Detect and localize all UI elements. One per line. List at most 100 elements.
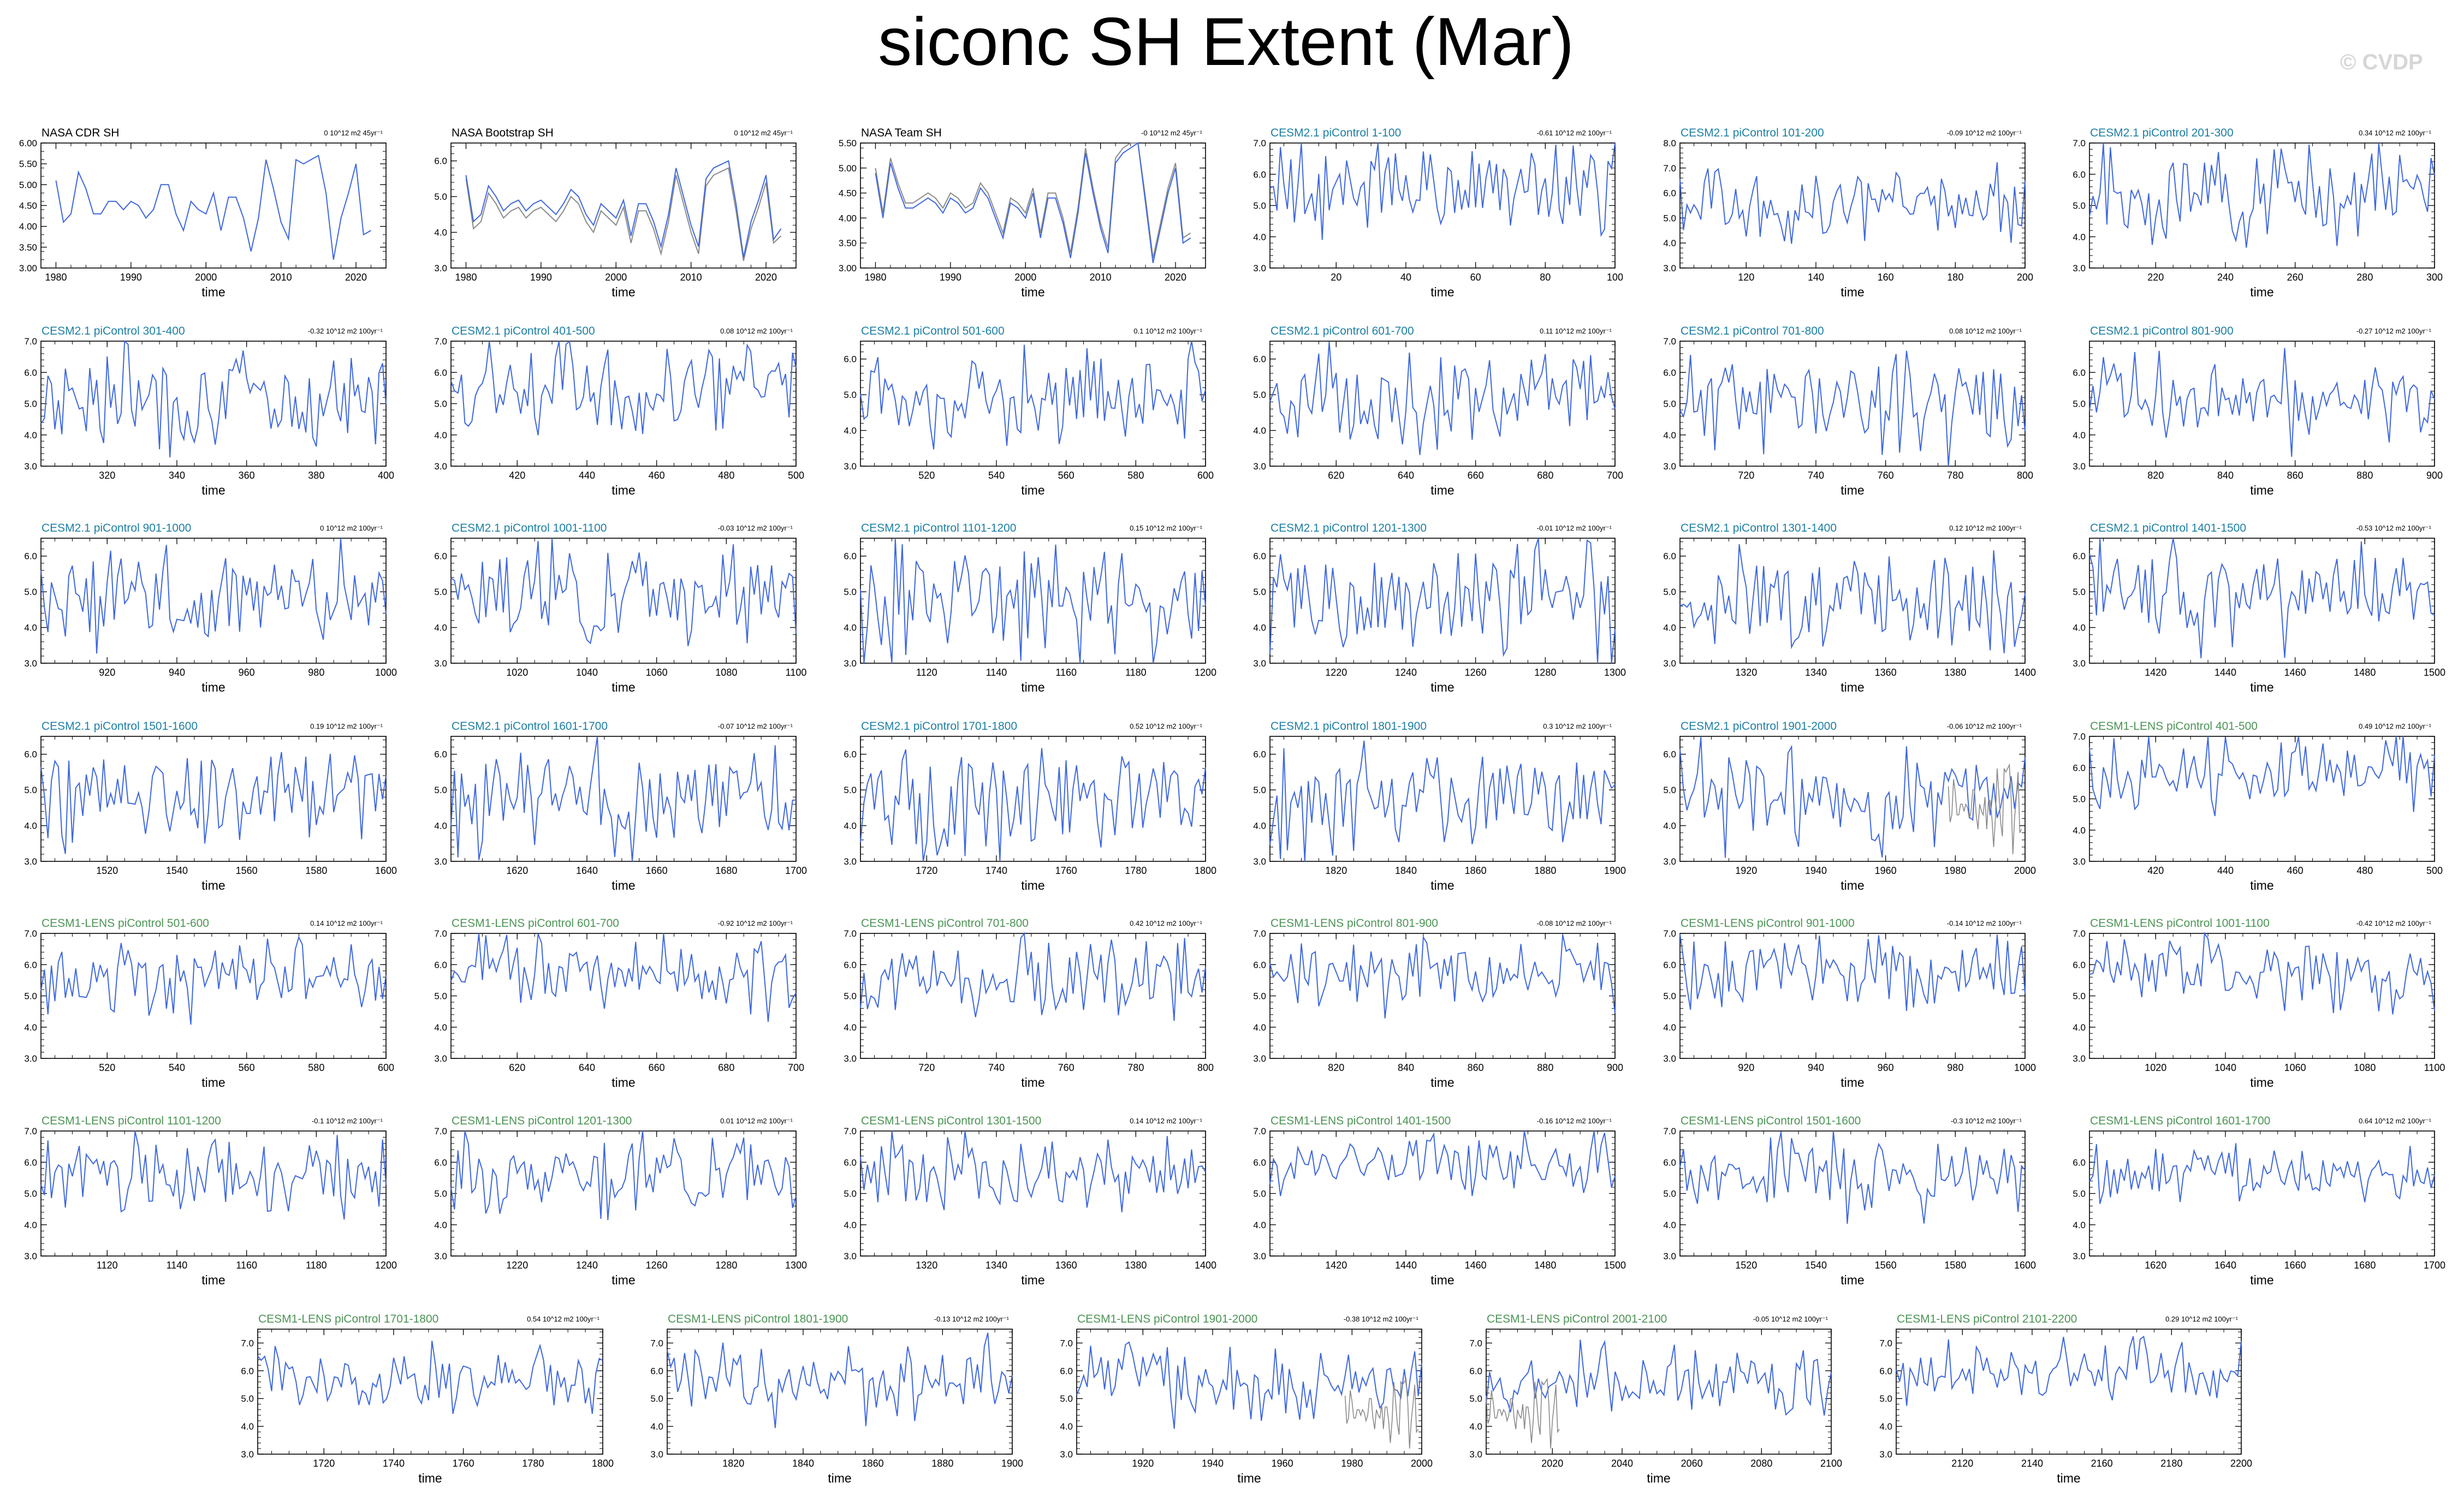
- panel-title: CESM2.1 piControl 201-300: [2090, 127, 2234, 139]
- y-tick-label: 7.0: [241, 1338, 254, 1348]
- series-line: [1679, 544, 2026, 653]
- x-tick-label: 1560: [236, 865, 258, 876]
- series-line: [2089, 1143, 2435, 1204]
- x-tick-label: 540: [169, 1062, 185, 1073]
- x-tick-label: 1540: [166, 865, 188, 876]
- y-tick-label: 7.0: [24, 928, 37, 939]
- x-axis-label: time: [611, 285, 635, 299]
- trend-label: 0.52 10^12 m2 100yr⁻¹: [1130, 722, 1203, 730]
- panel: CESM2.1 piControl 301-400 -0.32 10^12 m2 …: [24, 325, 394, 497]
- y-tick-label: 5.0: [2073, 1189, 2086, 1199]
- y-tick-label: 3.0: [434, 461, 447, 472]
- x-tick-label: 1660: [646, 865, 668, 876]
- y-tick-label: 3.0: [1469, 1449, 1482, 1460]
- x-tick-label: 980: [1947, 1062, 1963, 1073]
- panel-title: CESM2.1 piControl 1-100: [1270, 127, 1401, 139]
- x-tick-label: 1340: [985, 1260, 1007, 1271]
- trend-label: 0.54 10^12 m2 100yr⁻¹: [527, 1315, 600, 1323]
- trend-label: -0.3 10^12 m2 100yr⁻¹: [1951, 1117, 2022, 1125]
- x-tick-label: 1680: [715, 865, 737, 876]
- y-tick-label: 4.0: [434, 1022, 447, 1033]
- y-tick-label: 4.0: [1469, 1421, 1482, 1432]
- plot-frame: [1679, 538, 2026, 664]
- plot-frame: [450, 538, 797, 664]
- x-tick-label: 440: [579, 470, 595, 481]
- x-tick-label: 1980: [45, 272, 67, 283]
- panel: CESM2.1 piControl 1801-1900 0.3 10^12 m2 …: [1253, 720, 1626, 892]
- panel: CESM1-LENS piControl 1001-1100 -0.42 10^1…: [2073, 917, 2445, 1090]
- x-tick-label: 1460: [1465, 1260, 1487, 1271]
- y-tick-label: 5.0: [1469, 1394, 1482, 1404]
- y-tick-label: 3.0: [844, 461, 857, 472]
- y-tick-label: 4.0: [1663, 821, 1676, 831]
- x-tick-label: 2140: [2021, 1458, 2043, 1469]
- x-tick-label: 1260: [646, 1260, 668, 1271]
- y-tick-label: 6.0: [434, 156, 447, 166]
- x-tick-label: 500: [2426, 865, 2443, 876]
- y-tick-label: 4.0: [1253, 232, 1266, 242]
- x-axis-label: time: [1430, 483, 1454, 497]
- plot-frame: [40, 933, 387, 1059]
- trend-label: 0.34 10^12 m2 100yr⁻¹: [2359, 129, 2432, 137]
- x-tick-label: 1620: [2145, 1260, 2166, 1271]
- x-tick-label: 480: [2356, 865, 2373, 876]
- trend-label: 0.64 10^12 m2 100yr⁻¹: [2359, 1117, 2432, 1125]
- panel-title: CESM1-LENS piControl 1001-1100: [2090, 917, 2270, 930]
- plot-frame: [667, 1329, 1013, 1455]
- x-tick-label: 1340: [1805, 667, 1827, 678]
- y-tick-label: 5.0: [2073, 399, 2086, 409]
- obs-overlay-line: [1486, 1378, 1560, 1449]
- x-axis-label: time: [201, 878, 225, 892]
- trend-label: -0.27 10^12 m2 100yr⁻¹: [2356, 327, 2432, 335]
- trend-label: 0.3 10^12 m2 100yr⁻¹: [1543, 722, 1612, 730]
- panel-title: CESM1-LENS piControl 1201-1300: [452, 1115, 632, 1127]
- plot-frame: [1269, 736, 1616, 862]
- y-tick-label: 3.0: [2073, 263, 2086, 273]
- y-tick-label: 4.0: [24, 1022, 37, 1033]
- x-tick-label: 1860: [1465, 865, 1487, 876]
- y-tick-label: 3.0: [434, 658, 447, 669]
- plot-frame: [860, 1130, 1206, 1257]
- y-tick-label: 6.0: [1253, 169, 1266, 180]
- plot-frame: [40, 142, 387, 269]
- x-tick-label: 640: [579, 1062, 595, 1073]
- x-axis-label: time: [1237, 1471, 1261, 1485]
- x-tick-label: 520: [918, 470, 935, 481]
- y-tick-label: 7.0: [1663, 928, 1676, 939]
- x-tick-label: 1900: [1001, 1458, 1023, 1469]
- trend-label: -0.42 10^12 m2 100yr⁻¹: [2356, 919, 2432, 927]
- trend-label: 0 10^12 m2 45yr⁻¹: [734, 129, 793, 137]
- x-tick-label: 1280: [1534, 667, 1556, 678]
- x-tick-label: 740: [1808, 470, 1824, 481]
- x-axis-label: time: [1841, 680, 1864, 694]
- trend-label: -0.38 10^12 m2 100yr⁻¹: [1344, 1315, 1419, 1323]
- panel-title: CESM2.1 piControl 1101-1200: [861, 522, 1016, 534]
- x-tick-label: 80: [1540, 272, 1551, 283]
- x-tick-label: 1960: [1272, 1458, 1293, 1469]
- x-tick-label: 40: [1400, 272, 1411, 283]
- panel: CESM1-LENS piControl 501-600 0.14 10^12 m…: [24, 917, 394, 1090]
- series-line: [1076, 1341, 1422, 1429]
- plot-frame: [1679, 1130, 2026, 1257]
- plot-frame: [1269, 1130, 1616, 1257]
- y-tick-label: 3.0: [1060, 1449, 1073, 1460]
- x-tick-label: 180: [1947, 272, 1963, 283]
- y-tick-label: 3.0: [24, 658, 37, 669]
- x-tick-label: 1960: [1875, 865, 1897, 876]
- series-line: [450, 933, 797, 1022]
- y-tick-label: 5.0: [2073, 794, 2086, 805]
- y-tick-label: 3.0: [844, 856, 857, 867]
- y-tick-label: 7.0: [650, 1338, 663, 1348]
- x-tick-label: 1580: [305, 865, 327, 876]
- x-axis-label: time: [201, 285, 225, 299]
- series-line: [450, 538, 797, 646]
- y-tick-label: 6.0: [2073, 169, 2086, 180]
- x-tick-label: 1780: [1125, 865, 1147, 876]
- trend-label: 0.08 10^12 m2 100yr⁻¹: [1949, 327, 2022, 335]
- y-tick-label: 7.0: [2073, 928, 2086, 939]
- panel-title: CESM2.1 piControl 101-200: [1681, 127, 1824, 139]
- x-tick-label: 1320: [1735, 667, 1757, 678]
- x-tick-label: 1100: [786, 667, 807, 678]
- y-tick-label: 3.0: [1253, 1053, 1266, 1064]
- x-tick-label: 2020: [755, 272, 777, 283]
